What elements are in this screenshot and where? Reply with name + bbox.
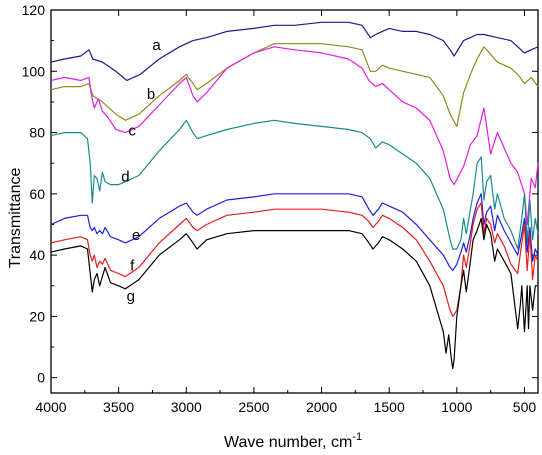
x-tick-label: 2500 (238, 399, 269, 415)
x-axis-title-superscript: -1 (352, 431, 362, 443)
series-label-d: d (121, 169, 129, 186)
series-line-g (50, 217, 538, 370)
x-tick-label: 1000 (441, 399, 472, 415)
x-tick-label: 4000 (35, 399, 66, 415)
x-axis-title: Wave number, cm-1 (224, 431, 362, 451)
series-label-b: b (147, 86, 155, 103)
axis-tick-labels: 4000 3500 3000 2500 2000 1500 1000 500 0 20 40 60 80… (22, 2, 537, 415)
series-letter-labels: a b c d efg (121, 37, 161, 305)
series-line-c (50, 46, 539, 226)
series-label-f: f (130, 257, 135, 274)
y-tick-label: 0 (37, 370, 45, 386)
y-tick-label: 60 (29, 186, 45, 202)
y-tick-label: 80 (29, 125, 45, 141)
y-tick-label: 20 (29, 308, 45, 324)
series-line-f (50, 202, 539, 317)
axis-ticks (50, 9, 538, 393)
series-label-g: g (127, 288, 135, 305)
y-tick-label: 40 (29, 247, 45, 263)
series-line-d (50, 119, 539, 250)
series-label-c: c (128, 123, 136, 140)
x-tick-label: 3000 (171, 399, 202, 415)
y-axis-title: Transmittance (7, 168, 24, 269)
plot-frame (50, 9, 539, 394)
y-tick-label: 120 (22, 2, 46, 18)
series-line-a (50, 21, 539, 82)
series-label-a: a (152, 37, 161, 54)
x-tick-label: 1500 (374, 399, 405, 415)
series-line-b (50, 43, 539, 127)
y-tick-label: 100 (22, 63, 46, 79)
x-tick-label: 500 (513, 399, 537, 415)
x-tick-label: 3500 (103, 399, 134, 415)
series-lines (50, 21, 539, 370)
x-tick-label: 2000 (306, 399, 337, 415)
series-label-e: e (132, 227, 140, 244)
series-line-e (50, 193, 539, 271)
x-axis-title-main: Wave number, cm (224, 434, 352, 451)
